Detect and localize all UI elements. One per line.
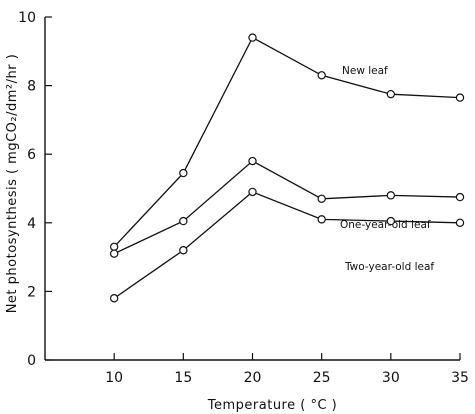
y-tick-label: 2 [27,284,36,300]
series-line [113,36,461,248]
x-tick-label: 30 [382,370,400,386]
data-point [317,71,326,80]
data-point [386,216,396,226]
series-3: Two-year-old leaf [109,187,465,303]
data-point [455,93,465,102]
y-tick-label: 0 [27,353,36,369]
data-point [386,89,396,99]
y-axis-title: Net photosynthesis ( mgCO₂/dm²/hr ) [5,54,20,314]
data-point [179,168,188,178]
data-point [317,215,326,224]
series-group: New leaf One-year-old leaf Two-year-old le… [109,33,465,303]
y-tick-label: 6 [27,147,36,163]
data-point [455,192,465,202]
y-tick-label: 8 [27,79,36,95]
y-tick-label: 4 [27,216,36,232]
series-1: New leaf [109,33,465,252]
x-tick-label: 20 [244,370,262,386]
data-point [179,216,188,226]
series-line [113,160,461,255]
x-axis-title: Temperature ( °C ) [207,398,337,413]
series-line [113,191,461,299]
data-point [248,33,257,42]
data-point [109,249,119,258]
data-point [109,294,119,303]
data-point [317,194,326,203]
series-2: One-year-old leaf [109,156,465,258]
y-tick-label: 10 [18,10,36,26]
series-label: Two-year-old leaf [344,261,434,273]
data-point [248,156,257,166]
data-point [455,218,465,227]
data-point [179,246,188,255]
x-tick-label: 10 [105,370,123,386]
x-tick-label: 35 [451,370,469,386]
axes: 0 2 4 6 8 10 10 15 20 25 30 35 [18,10,469,386]
data-point [248,187,257,197]
data-point [109,242,119,252]
x-tick-label: 25 [313,370,331,386]
series-label: New leaf [342,65,388,77]
data-point [386,191,396,200]
x-tick-label: 15 [174,370,192,386]
